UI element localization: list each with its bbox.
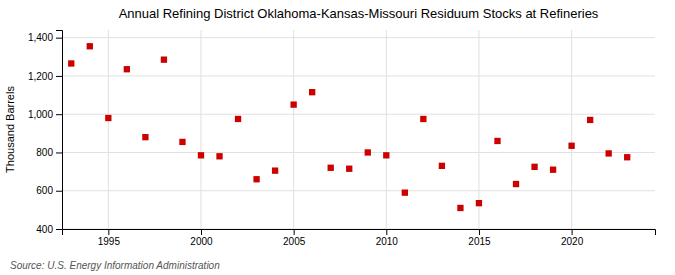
y-tick-mark	[56, 76, 62, 77]
y-tick: 1,200	[28, 71, 62, 82]
y-tick: 800	[36, 147, 62, 158]
point	[346, 166, 352, 172]
x-tick: 2005	[283, 229, 306, 247]
y-tick-label: 600	[36, 185, 53, 196]
y-tick: 1,000	[28, 109, 62, 120]
x-tick: 2020	[561, 229, 584, 247]
x-tick-label: 2020	[561, 236, 584, 247]
y-tick-label: 800	[36, 147, 53, 158]
point	[179, 139, 185, 145]
y-tick-label: 400	[36, 224, 53, 235]
x-tick: 1995	[98, 229, 121, 247]
point	[624, 154, 630, 160]
title: Annual Refining District Oklahoma-Kansas…	[119, 6, 599, 21]
points	[68, 43, 630, 211]
point	[87, 43, 93, 49]
y-tick-mark	[56, 114, 62, 115]
point	[513, 181, 519, 187]
y-grid-line	[62, 75, 655, 76]
x-tick-mark	[108, 229, 109, 235]
y-grid-line	[62, 114, 655, 115]
y-tick-label: 1,400	[28, 32, 53, 43]
point	[253, 176, 259, 182]
point	[309, 89, 315, 95]
x-grid-line	[571, 30, 572, 229]
x-tick-mark	[294, 229, 295, 235]
point	[328, 165, 334, 171]
x-tick-label: 2005	[283, 236, 306, 247]
x-grid-line	[108, 30, 109, 229]
x-axis: 1995 2000 2005 2010 2015 2020	[63, 229, 656, 247]
point	[290, 101, 296, 107]
y-tick: 1,400	[28, 32, 62, 43]
point	[198, 152, 204, 158]
point	[383, 152, 389, 158]
y-grid-line	[62, 37, 655, 38]
x-tick-label: 2010	[376, 236, 399, 247]
y-axis-title: Thousand Barrels	[4, 86, 16, 173]
point	[142, 134, 148, 140]
x-grid-line	[386, 30, 387, 229]
x-tick-mark	[386, 229, 387, 235]
y-grid-line	[62, 190, 655, 191]
y-tick: 400	[36, 224, 62, 235]
x-tick: 2010	[376, 229, 399, 247]
y-tick-label: 1,200	[28, 71, 53, 82]
point	[105, 115, 111, 121]
y-tick-mark	[56, 191, 62, 192]
y-tick: 600	[36, 185, 62, 196]
x-axis-line	[63, 230, 656, 236]
point	[494, 138, 500, 144]
chart: 1995 2000 2005 2010 2015 2020 400 600 800 1,000 1,…	[0, 0, 675, 275]
point	[365, 149, 371, 155]
point	[550, 167, 556, 173]
point	[124, 66, 130, 72]
x-tick-label: 1995	[98, 236, 121, 247]
point	[439, 163, 445, 169]
point	[476, 200, 482, 206]
grid	[62, 30, 655, 229]
point	[568, 143, 574, 149]
point	[587, 117, 593, 123]
x-tick: 2015	[468, 229, 491, 247]
point	[235, 116, 241, 122]
point	[402, 189, 408, 195]
point	[420, 116, 426, 122]
point	[68, 60, 74, 66]
x-tick-mark	[201, 229, 202, 235]
point	[216, 153, 222, 159]
y-axis-line	[56, 31, 63, 230]
plot: 1995 2000 2005 2010 2015 2020 400 600 800 1,000 1,…	[28, 30, 656, 247]
source: Source: U.S. Energy Information Administ…	[10, 260, 220, 271]
y-tick-label: 1,000	[28, 109, 53, 120]
y-tick-mark	[56, 38, 62, 39]
x-tick: 2000	[190, 229, 213, 247]
point	[606, 150, 612, 156]
point	[272, 167, 278, 173]
point	[457, 205, 463, 211]
x-grid-line	[293, 30, 294, 229]
x-grid-line	[200, 30, 201, 229]
x-tick-mark	[479, 229, 480, 235]
x-grid-line	[478, 30, 479, 229]
y-grid-line	[62, 152, 655, 153]
point	[531, 164, 537, 170]
y-axis: 400 600 800 1,000 1,200 1,400	[28, 31, 63, 235]
point	[161, 56, 167, 62]
y-tick-mark	[56, 229, 62, 230]
x-tick-mark	[572, 229, 573, 235]
y-tick-mark	[56, 152, 62, 153]
x-tick-label: 2000	[190, 236, 213, 247]
x-tick-label: 2015	[468, 236, 491, 247]
